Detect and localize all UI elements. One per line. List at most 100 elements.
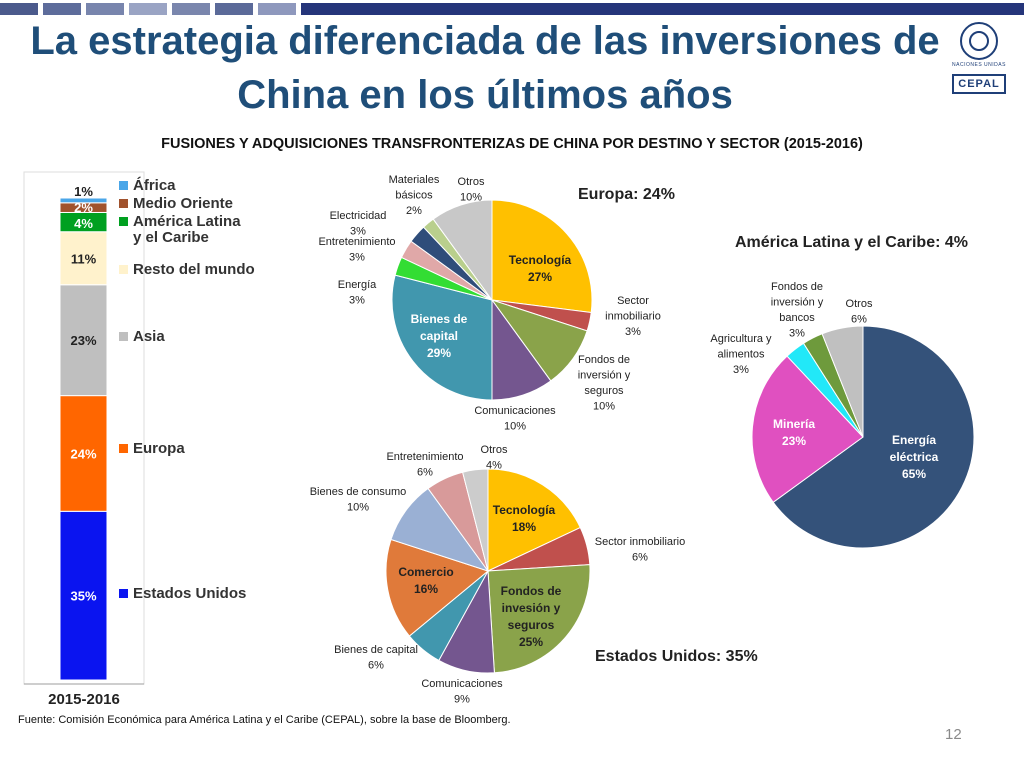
europa-pie-label-sector-inmobiliario-1: Sector <box>617 295 649 307</box>
legend-swatch-resto-del-mundo <box>119 265 128 274</box>
top-decorative-bar <box>0 0 1024 18</box>
legend-swatch-medio-oriente <box>119 199 128 208</box>
legend-label-america-latina-y-el-caribe-2: y el Caribe <box>133 229 209 246</box>
legend-label-europa: Europa <box>133 440 185 457</box>
cepal-label: CEPAL <box>952 74 1006 94</box>
europa-pie-label-electricidad-1: Electricidad <box>330 210 387 222</box>
legend-label-resto-del-mundo: Resto del mundo <box>133 261 255 278</box>
legend-swatch-africa <box>119 181 128 190</box>
europa-pie-label-energia-1: Energía <box>338 279 377 291</box>
europa-pie-label-tecnologia-2: 27% <box>528 270 552 284</box>
bar-segment-africa <box>59 197 108 204</box>
europa-pie-label-comunicaciones-1: Comunicaciones <box>474 405 556 417</box>
latam-pie-label-energia-electrica-2: eléctrica <box>890 450 939 464</box>
latam-pie-title: América Latina y el Caribe: 4% <box>735 234 968 251</box>
europa-pie-label-comunicaciones-2: 10% <box>504 421 526 433</box>
usa-pie-label-entretenimiento-2: 6% <box>417 467 433 479</box>
latam-pie-slice-energia-electrica <box>772 325 975 549</box>
cepal-logo: NACIONES UNIDAS CEPAL <box>952 22 1006 94</box>
usa-pie-label-comercio-1: Comercio <box>398 565 453 579</box>
latam-pie-label-mineria-1: Minería <box>773 417 815 431</box>
europa-pie-label-fondos-de-inversion-y-seguros-3: seguros <box>584 385 624 397</box>
usa-pie-label-fondos-de-invesion-y-seguros-1: Fondos de <box>501 584 562 598</box>
latam-pie-slice-otros <box>821 325 864 438</box>
europa-pie-slice-tecnologia <box>491 199 593 314</box>
europa-pie-label-fondos-de-inversion-y-seguros-4: 10% <box>593 401 615 413</box>
bar-label-resto-del-mundo: 11% <box>71 251 97 266</box>
bar-label-asia: 23% <box>70 333 96 348</box>
usa-pie-label-entretenimiento-1: Entretenimiento <box>386 451 463 463</box>
title-line-2: China en los últimos años <box>237 73 733 117</box>
europa-pie-label-electricidad-2: 3% <box>350 226 366 238</box>
europa-pie-slice-bienes-de-capital <box>391 274 493 401</box>
europa-pie-label-energia-2: 3% <box>349 295 365 307</box>
latam-pie-label-energia-electrica-1: Energía <box>892 433 936 447</box>
un-label: NACIONES UNIDAS <box>952 62 1006 68</box>
usa-pie-label-comunicaciones-2: 9% <box>454 694 470 706</box>
latam-pie-label-otros-1: Otros <box>846 298 873 310</box>
usa-pie-label-sector-inmobiliario-2: 6% <box>632 552 648 564</box>
usa-pie-label-otros-1: Otros <box>481 444 508 456</box>
page-title: La estrategia diferenciada de las invers… <box>20 14 950 122</box>
bar-category-label: 2015-2016 <box>48 691 120 708</box>
chart-subtitle: FUSIONES Y ADQUISICIONES TRANSFRONTERIZA… <box>161 136 863 152</box>
usa-pie-label-tecnologia-2: 18% <box>512 520 536 534</box>
europa-pie-label-tecnologia-1: Tecnología <box>509 253 572 267</box>
usa-pie-label-fondos-de-invesion-y-seguros-4: 25% <box>519 635 543 649</box>
legend-label-america-latina-y-el-caribe-1: América Latina <box>133 213 241 230</box>
usa-pie-label-fondos-de-invesion-y-seguros-3: seguros <box>508 618 555 632</box>
usa-pie-label-bienes-de-consumo-2: 10% <box>347 502 369 514</box>
usa-pie-slice-otros <box>462 468 489 572</box>
latam-pie-label-fondos-de-inversion-y-bancos-1: Fondos de <box>771 281 823 293</box>
bar-segment-estados-unidos <box>59 510 108 681</box>
europa-pie-label-bienes-de-capital-1: Bienes de <box>411 312 468 326</box>
latam-pie-label-mineria-2: 23% <box>782 434 806 448</box>
latam-pie-label-agricultura-y-alimentos-1: Agricultura y <box>710 333 772 345</box>
latam-pie-slice-mineria <box>751 355 864 503</box>
usa-pie-label-sector-inmobiliario-1: Sector inmobiliario <box>595 536 685 548</box>
usa-pie-label-otros-2: 4% <box>486 460 502 472</box>
usa-pie-label-comunicaciones-1: Comunicaciones <box>421 678 503 690</box>
latam-pie-label-fondos-de-inversion-y-bancos-2: inversión y <box>771 297 824 309</box>
europa-pie-label-bienes-de-capital-3: 29% <box>427 346 451 360</box>
legend-swatch-europa <box>119 444 128 453</box>
usa-pie-label-bienes-de-capital-1: Bienes de capital <box>334 644 418 656</box>
legend-swatch-asia <box>119 332 128 341</box>
bar-label-medio-oriente: 2% <box>74 200 93 215</box>
usa-pie-label-bienes-de-consumo-1: Bienes de consumo <box>310 486 407 498</box>
europa-pie-label-otros-2: 10% <box>460 192 482 204</box>
latam-pie-label-energia-electrica-3: 65% <box>902 467 926 481</box>
europa-pie-label-fondos-de-inversion-y-seguros-2: inversión y <box>578 370 631 382</box>
europa-pie-label-bienes-de-capital-2: capital <box>420 329 458 343</box>
usa-pie-slice-comercio <box>385 538 490 637</box>
europa-pie-label-entretenimiento-1: Entretenimiento <box>318 236 395 248</box>
europa-pie-label-materiales-basicos-1: Materiales <box>389 174 440 186</box>
latam-pie-label-otros-2: 6% <box>851 314 867 326</box>
europa-pie-label-otros-1: Otros <box>458 176 485 188</box>
usa-pie-title: Estados Unidos: 35% <box>595 648 758 665</box>
usa-pie-label-fondos-de-invesion-y-seguros-2: invesión y <box>502 601 561 615</box>
usa-pie-slice-fondos-de-invesion-y-seguros <box>487 564 591 674</box>
title-line-1: La estrategia diferenciada de las invers… <box>30 19 940 63</box>
europa-pie-label-fondos-de-inversion-y-seguros-1: Fondos de <box>578 354 630 366</box>
europa-pie-label-sector-inmobiliario-2: inmobiliario <box>605 311 661 323</box>
legend-label-medio-oriente: Medio Oriente <box>133 195 233 212</box>
europa-pie-label-entretenimiento-2: 3% <box>349 252 365 264</box>
europa-pie-label-sector-inmobiliario-3: 3% <box>625 326 641 338</box>
bar-label-america-latina-y-el-caribe: 4% <box>74 216 93 231</box>
latam-pie-label-fondos-de-inversion-y-bancos-3: bancos <box>779 312 815 324</box>
un-emblem-icon <box>960 22 998 60</box>
legend-swatch-america-latina-y-el-caribe <box>119 217 128 226</box>
europa-pie-label-materiales-basicos-3: 2% <box>406 205 422 217</box>
usa-pie-slice-tecnologia <box>487 468 581 572</box>
source-note: Fuente: Comisión Económica para América … <box>18 714 511 726</box>
latam-pie-label-fondos-de-inversion-y-bancos-4: 3% <box>789 328 805 340</box>
bar-label-europa: 24% <box>70 446 96 461</box>
latam-pie-label-agricultura-y-alimentos-3: 3% <box>733 364 749 376</box>
usa-pie-label-comercio-2: 16% <box>414 582 438 596</box>
usa-pie-label-tecnologia-1: Tecnología <box>493 503 556 517</box>
europa-pie-slice-otros <box>432 199 493 302</box>
bar-label-estados-unidos: 35% <box>70 589 96 604</box>
usa-pie-label-bienes-de-capital-2: 6% <box>368 660 384 672</box>
legend-label-asia: Asia <box>133 328 165 345</box>
